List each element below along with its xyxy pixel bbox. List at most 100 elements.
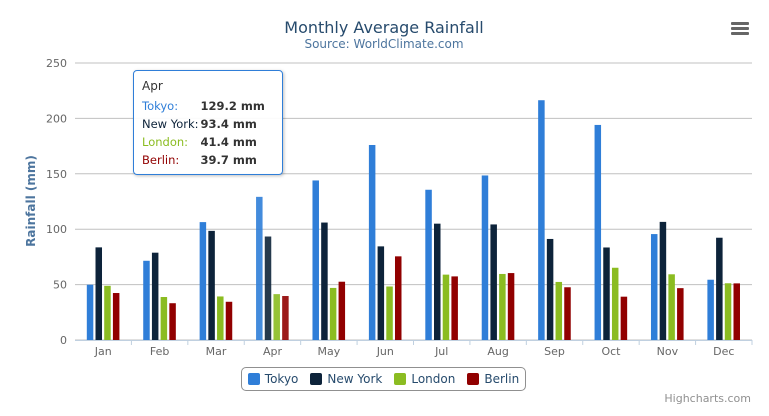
credits-link[interactable]: Highcharts.com [664,392,751,405]
tooltip-row: New York: 93.4 mm [142,115,265,133]
legend-item-berlin[interactable]: Berlin [467,372,519,386]
legend-swatch [394,373,407,385]
bar-berlin [451,276,458,340]
tooltip-value: 41.4 mm [200,135,257,149]
tooltip-value: 93.4 mm [200,117,257,131]
legend-label: Berlin [484,372,520,386]
bar-new-york [716,237,723,340]
bar-london [499,273,506,340]
bar-london [442,274,450,340]
hamburger-menu-icon[interactable] [731,22,749,38]
bar-new-york [151,252,159,340]
bar-tokyo [650,234,658,340]
tooltip-value: 39.7 mm [200,153,257,167]
y-axis-label: Rainfall (mm) [24,155,38,247]
bar-new-york [490,224,497,340]
bar-london [273,294,280,340]
y-tick-label: 100 [46,223,67,236]
legend-item-new-york[interactable]: New York [310,372,382,386]
bar-new-york [321,222,328,340]
x-tick-label: Jun [376,345,394,358]
legend-label: Tokyo [264,372,299,386]
bar-berlin [677,288,684,340]
bar-new-york [659,221,667,340]
bar-berlin [169,303,176,340]
legend-item-tokyo[interactable]: Tokyo [247,372,299,386]
x-tick-label: May [318,345,341,358]
tooltip-row: Tokyo: 129.2 mm [142,97,265,115]
y-tick-label: 250 [46,57,67,70]
y-tick-label: 50 [53,279,67,292]
bar-tokyo [86,284,94,340]
tooltip-series: New York: [142,117,199,131]
tooltip-series: London: [142,135,189,149]
tooltip-row: London: 41.4 mm [142,133,265,151]
tooltip-row: Berlin: 39.7 mm [142,151,265,169]
bar-tokyo [481,175,489,340]
bar-new-york [264,236,272,340]
bar-tokyo [312,180,319,340]
bar-new-york [208,230,215,340]
legend-label: New York [327,372,383,386]
chart-title: Monthly Average Rainfall [284,18,483,37]
x-tick-label: Sep [544,345,565,358]
y-tick-label: 150 [46,168,67,181]
tooltip-value: 129.2 mm [200,99,265,113]
x-tick-label: Jul [434,345,448,358]
tooltip-header: Apr [142,79,163,93]
bar-tokyo [256,196,263,340]
bar-london [555,281,563,340]
bar-new-york [95,247,103,340]
bar-tokyo [594,124,602,341]
bar-london [217,296,224,340]
legend-swatch [310,373,323,385]
bar-london [104,285,111,340]
legend-item-london[interactable]: London [394,372,455,386]
bar-berlin [394,256,402,340]
bar-new-york [603,247,610,340]
bar-london [611,267,619,340]
bar-berlin [564,287,571,340]
bar-london [160,297,168,340]
x-tick-label: Feb [150,345,169,358]
x-tick-label: Jan [94,345,112,358]
bar-tokyo [425,189,432,340]
legend-label: London [411,372,456,386]
bar-london [668,274,675,340]
bar-london [724,283,732,340]
bar-berlin [112,293,120,340]
bar-berlin [507,273,515,340]
bar-berlin [282,296,289,340]
y-tick-label: 200 [46,112,67,125]
legend-swatch [247,373,260,385]
tooltip-series: Berlin: [142,153,180,167]
bar-london [386,286,393,340]
tooltip: Apr Tokyo: 129.2 mm New York: 93.4 mm Lond… [133,70,283,175]
bar-tokyo [707,279,714,340]
bar-tokyo [199,222,207,340]
bar-berlin [620,296,628,340]
bar-berlin [733,283,740,340]
bar-new-york [434,223,441,340]
bar-new-york [546,238,554,340]
chart-subtitle: Source: WorldClimate.com [304,37,463,51]
legend: Tokyo New York London Berlin [241,367,526,391]
x-tick-label: Apr [263,345,283,358]
bar-tokyo [538,100,545,341]
legend-swatch [467,373,480,385]
x-tick-label: Mar [206,345,227,358]
bar-london [329,287,337,340]
x-tick-label: Dec [713,345,734,358]
bar-berlin [338,281,346,340]
x-tick-label: Aug [487,345,508,358]
tooltip-series: Tokyo: [142,99,179,113]
bar-tokyo [368,144,376,340]
bar-new-york [377,246,385,340]
bar-berlin [225,301,233,340]
y-tick-label: 0 [60,334,67,347]
bar-tokyo [143,260,150,340]
x-tick-label: Oct [601,345,621,358]
x-tick-label: Nov [657,345,679,358]
